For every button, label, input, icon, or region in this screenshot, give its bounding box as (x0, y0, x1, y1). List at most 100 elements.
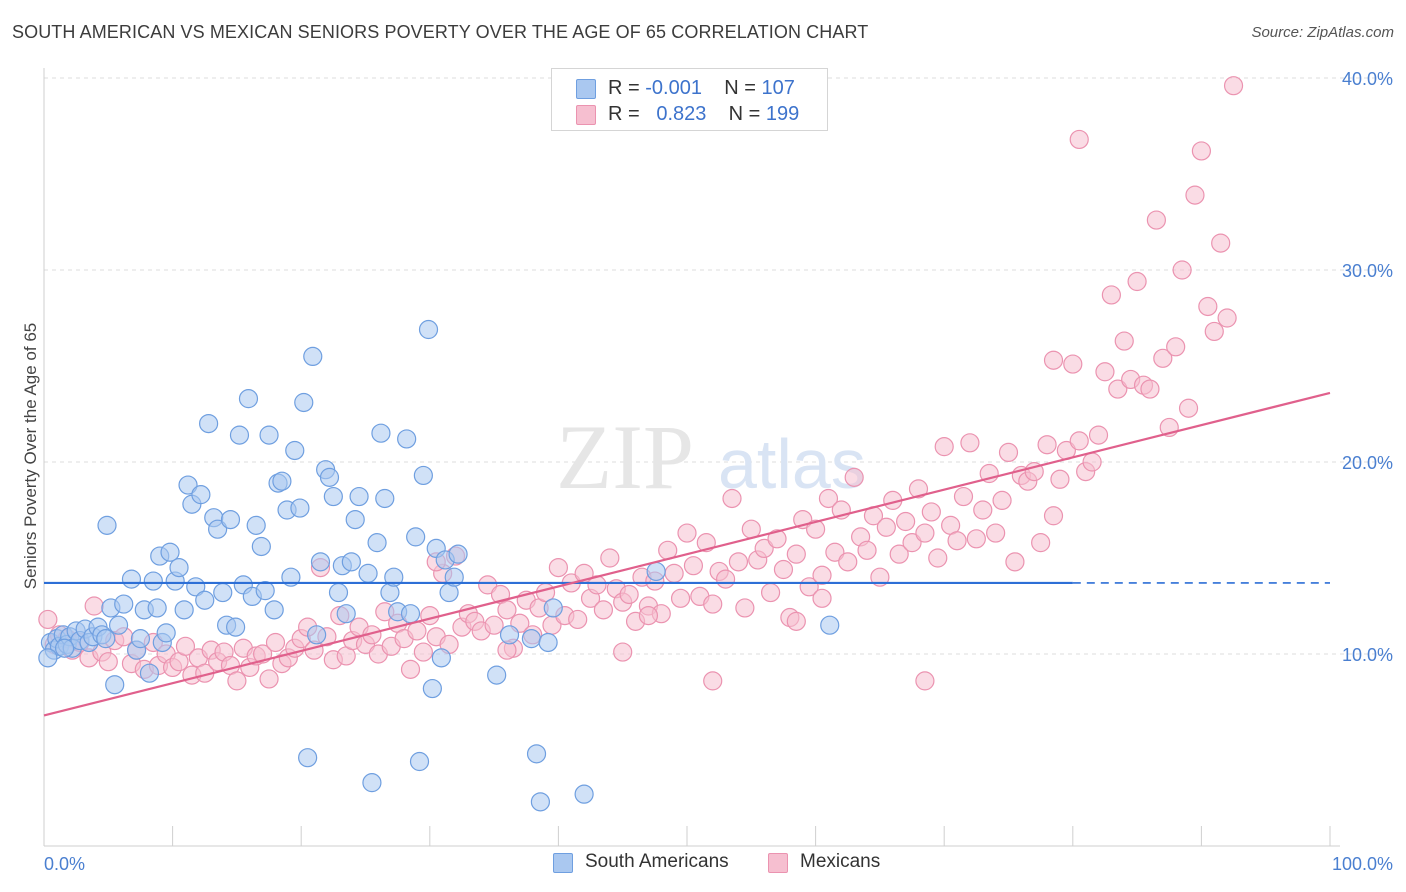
y-tick-label: 30.0% (1342, 261, 1393, 281)
data-point (226, 617, 246, 637)
data-point (499, 625, 520, 645)
data-point (121, 569, 142, 589)
data-point (431, 648, 451, 668)
data-point (1172, 260, 1192, 280)
data-point (259, 425, 279, 445)
data-point (1063, 354, 1083, 374)
data-point (251, 536, 271, 557)
data-point (298, 748, 318, 768)
data-point (786, 544, 806, 564)
data-point (323, 486, 343, 507)
data-point (786, 611, 806, 631)
data-point (530, 792, 550, 812)
data-point (992, 490, 1012, 510)
data-point (367, 533, 387, 553)
data-point (928, 548, 948, 568)
blue-swatch (576, 79, 596, 99)
data-point (1185, 185, 1205, 205)
data-point (400, 604, 421, 624)
data-point (600, 548, 620, 568)
data-point (548, 557, 569, 578)
data-point (715, 569, 736, 589)
data-point (406, 527, 426, 547)
data-point (568, 609, 588, 630)
data-point (619, 584, 639, 605)
data-point (921, 502, 941, 522)
x-tick-label-min: 0.0% (44, 854, 85, 874)
data-point (934, 437, 954, 457)
data-point (896, 511, 916, 532)
watermark: ZIP atlas (556, 406, 866, 508)
data-point (175, 636, 196, 656)
data-point (1153, 348, 1173, 368)
data-point (986, 523, 1006, 543)
data-point (195, 590, 215, 610)
data-point (543, 598, 563, 618)
data-point (213, 582, 233, 603)
data-point (1108, 379, 1128, 399)
data-point (38, 648, 58, 668)
data-point (478, 575, 498, 595)
data-point (677, 523, 697, 543)
data-point (876, 517, 896, 537)
data-point (1043, 350, 1064, 370)
data-point (820, 615, 840, 635)
data-point (397, 429, 417, 449)
data-point (1198, 296, 1218, 317)
data-point (683, 556, 704, 576)
data-point (703, 671, 723, 691)
data-point (1069, 129, 1089, 150)
data-point (870, 567, 890, 587)
data-point (812, 565, 832, 585)
data-point (420, 605, 440, 626)
data-point (1101, 285, 1121, 305)
data-point (1005, 552, 1025, 572)
data-point (1166, 337, 1186, 357)
data-point (147, 598, 167, 618)
data-point (1088, 425, 1109, 445)
data-point (844, 467, 864, 487)
data-point (805, 519, 826, 539)
data-point (521, 629, 541, 649)
data-point (246, 515, 266, 535)
data-point (98, 652, 118, 672)
data-point (413, 642, 433, 662)
data-point (105, 675, 125, 695)
data-point (418, 319, 439, 340)
data-point (526, 744, 547, 764)
data-point (349, 486, 369, 507)
data-point (422, 678, 442, 699)
data-point (400, 659, 421, 679)
axes (43, 68, 1340, 847)
data-point (130, 629, 151, 649)
data-point (1031, 533, 1051, 553)
trend-line-mexicans (43, 391, 1331, 717)
data-point (358, 563, 378, 583)
data-point (953, 486, 974, 507)
data-point (754, 538, 774, 559)
data-point (255, 581, 275, 601)
data-point (915, 523, 935, 543)
data-point (966, 529, 986, 549)
trend-lines (43, 391, 1331, 717)
data-point (1140, 379, 1160, 399)
data-point (174, 600, 194, 620)
data-point (1178, 398, 1199, 418)
data-point (1050, 469, 1070, 489)
data-point (857, 540, 877, 560)
data-point (259, 669, 279, 689)
data-point (139, 663, 160, 683)
data-point (646, 561, 666, 582)
data-point (208, 519, 228, 539)
data-point (538, 632, 558, 653)
data-point (303, 346, 323, 366)
pink-swatch (576, 105, 596, 125)
data-point (220, 509, 241, 530)
data-point (1223, 76, 1244, 96)
data-point (272, 471, 292, 491)
data-point (1114, 331, 1134, 351)
stats-legend: R = -0.001 N = 107 R = 0.823 N = 199 (551, 68, 828, 131)
data-point (484, 615, 504, 635)
legend-stats-mexicans: R = 0.823 N = 199 (608, 103, 800, 125)
